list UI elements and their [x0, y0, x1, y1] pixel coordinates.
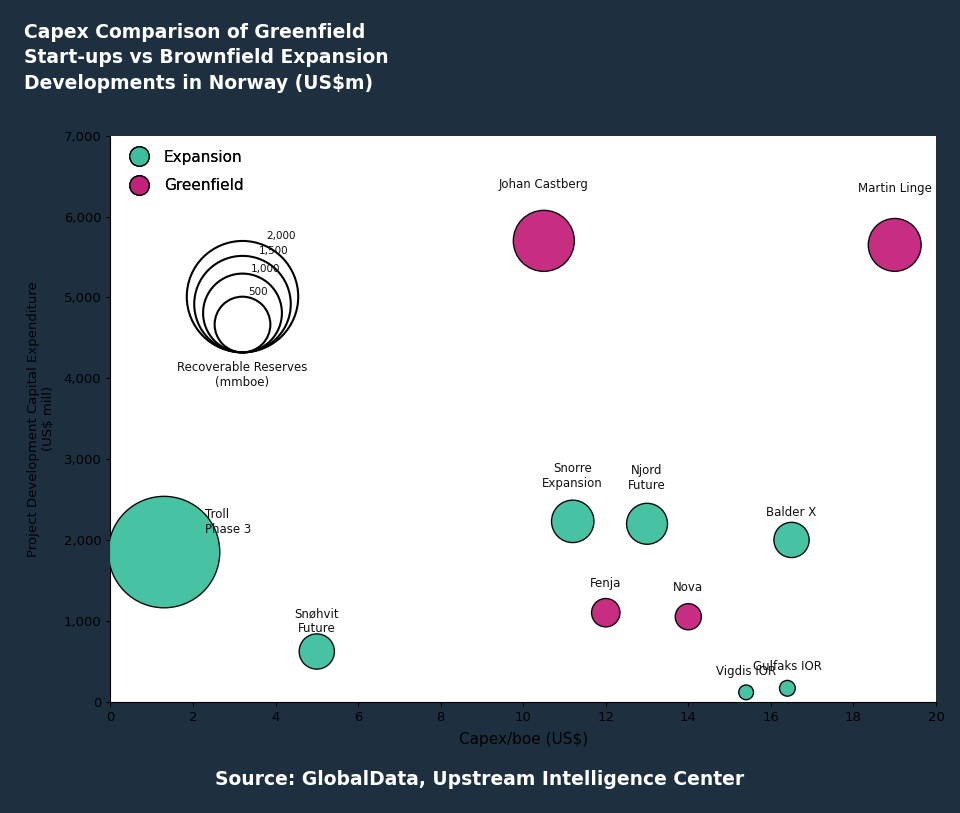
Ellipse shape [675, 604, 702, 630]
Text: Fenja: Fenja [590, 577, 621, 590]
Text: Njord
Future: Njord Future [628, 464, 666, 492]
Text: Source: GlobalData, Upstream Intelligence Center: Source: GlobalData, Upstream Intelligenc… [215, 770, 745, 789]
Text: Nova: Nova [673, 581, 704, 594]
Ellipse shape [868, 219, 922, 272]
Ellipse shape [774, 522, 809, 558]
Text: Johan Castberg: Johan Castberg [499, 178, 588, 191]
Text: Snøhvit
Future: Snøhvit Future [295, 607, 339, 635]
Text: Recoverable Reserves
(mmboe): Recoverable Reserves (mmboe) [178, 361, 308, 389]
Ellipse shape [627, 503, 667, 544]
Text: Balder X: Balder X [766, 506, 817, 519]
Text: Martin Linge: Martin Linge [858, 182, 931, 195]
Text: Troll
Phase 3: Troll Phase 3 [205, 508, 252, 536]
Text: 500: 500 [249, 287, 268, 297]
Text: Vigdis IOR: Vigdis IOR [716, 665, 777, 678]
Ellipse shape [108, 497, 220, 608]
Legend: Expansion, Greenfield: Expansion, Greenfield [118, 143, 250, 199]
Text: Gulfaks IOR: Gulfaks IOR [753, 659, 822, 672]
Ellipse shape [591, 598, 620, 627]
Text: 1,000: 1,000 [251, 263, 279, 274]
Ellipse shape [300, 634, 334, 669]
Ellipse shape [514, 211, 574, 272]
Ellipse shape [780, 680, 795, 696]
Ellipse shape [739, 685, 754, 700]
Text: 1,500: 1,500 [259, 246, 289, 256]
X-axis label: Capex/boe (US$): Capex/boe (US$) [459, 732, 588, 747]
Text: 2,000: 2,000 [267, 231, 297, 241]
Text: Capex Comparison of Greenfield
Start-ups vs Brownfield Expansion
Developments in: Capex Comparison of Greenfield Start-ups… [24, 23, 389, 93]
Text: Snorre
Expansion: Snorre Expansion [542, 462, 603, 489]
Y-axis label: Project Development Capital Expenditure
(US$ mill): Project Development Capital Expenditure … [27, 280, 56, 557]
Ellipse shape [551, 500, 594, 542]
